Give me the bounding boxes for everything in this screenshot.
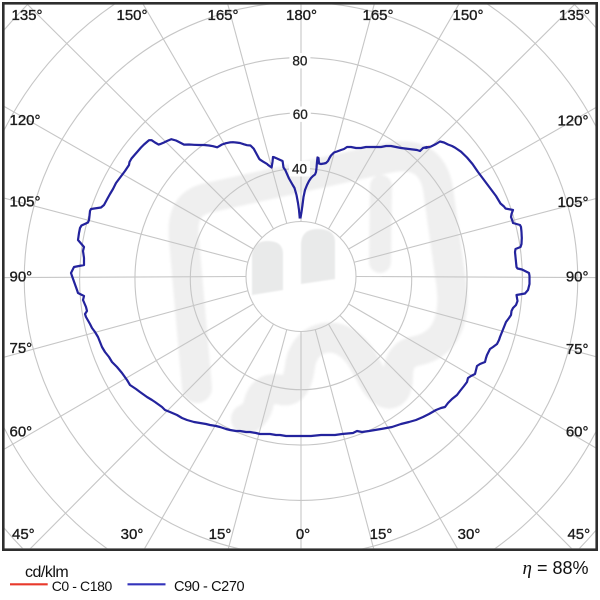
svg-text:165°: 165° xyxy=(362,7,393,24)
svg-text:105°: 105° xyxy=(557,194,588,211)
svg-text:80: 80 xyxy=(292,53,307,68)
svg-text:15°: 15° xyxy=(370,526,393,543)
svg-text:45°: 45° xyxy=(12,526,35,543)
svg-text:105°: 105° xyxy=(10,194,41,211)
svg-text:75°: 75° xyxy=(566,341,589,358)
svg-text:90°: 90° xyxy=(566,269,589,286)
svg-text:40: 40 xyxy=(292,162,307,177)
svg-text:45°: 45° xyxy=(567,526,590,543)
svg-text:0°: 0° xyxy=(296,526,310,543)
svg-text:15°: 15° xyxy=(209,526,232,543)
svg-text:30°: 30° xyxy=(121,526,144,543)
svg-text:150°: 150° xyxy=(452,7,483,24)
svg-text:135°: 135° xyxy=(559,7,590,24)
svg-text:60: 60 xyxy=(293,107,308,122)
svg-text:135°: 135° xyxy=(11,7,42,24)
svg-text:30°: 30° xyxy=(458,526,481,543)
svg-text:120°: 120° xyxy=(10,112,41,129)
svg-text:C0 - C180: C0 - C180 xyxy=(52,578,113,594)
svg-text:75°: 75° xyxy=(10,340,33,357)
svg-text:60°: 60° xyxy=(10,424,33,441)
svg-text:165°: 165° xyxy=(207,7,238,24)
svg-text:180°: 180° xyxy=(286,7,317,24)
svg-text:150°: 150° xyxy=(116,7,147,24)
svg-text:60°: 60° xyxy=(566,424,589,441)
svg-text:90°: 90° xyxy=(10,268,33,285)
svg-text:120°: 120° xyxy=(557,113,588,130)
svg-text:η = 88%: η = 88% xyxy=(523,558,589,579)
svg-text:cd/klm: cd/klm xyxy=(25,564,68,581)
svg-text:C90 - C270: C90 - C270 xyxy=(174,579,244,595)
